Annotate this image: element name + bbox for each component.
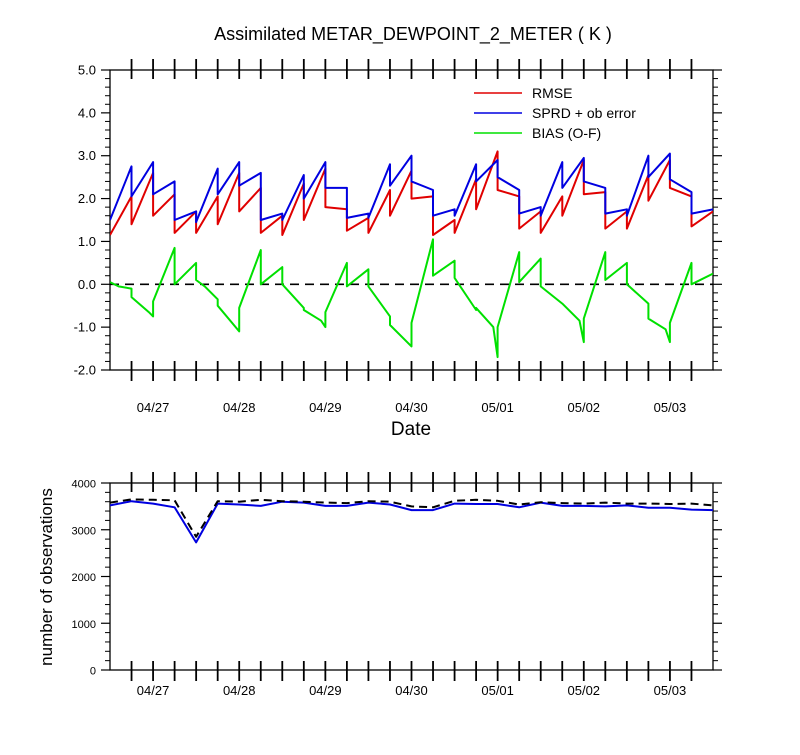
y-tick-label: 0 bbox=[90, 666, 96, 678]
x-axis-label: Date bbox=[391, 419, 431, 440]
x-tick-label: 04/27 bbox=[137, 400, 170, 415]
x-tick-label: 05/03 bbox=[654, 400, 687, 415]
y-tick-label: 0.0 bbox=[78, 277, 96, 292]
x-tick-label: 04/29 bbox=[309, 683, 342, 698]
data-lines bbox=[110, 498, 713, 544]
y-tick-label: 5.0 bbox=[78, 63, 96, 78]
y-axis-label-observations: number of observations bbox=[37, 488, 56, 666]
x-tick-label: 05/01 bbox=[481, 400, 514, 415]
series-line-sprd-ob-error bbox=[110, 152, 713, 224]
x-tick-label: 04/28 bbox=[223, 400, 256, 415]
series-line-rmse bbox=[110, 150, 713, 236]
y-tick-label: -1.0 bbox=[74, 320, 96, 335]
series-line-solid bbox=[110, 500, 713, 544]
x-tick-label: 05/01 bbox=[481, 683, 514, 698]
legend-label: RMSE bbox=[532, 85, 572, 101]
y-tick-label: 3000 bbox=[72, 525, 96, 537]
legend-label: SPRD + ob error bbox=[532, 105, 636, 121]
x-tick-label: 05/03 bbox=[654, 683, 687, 698]
chart-title: Assimilated METAR_DEWPOINT_2_METER ( K ) bbox=[214, 24, 612, 45]
y-tick-label: 3.0 bbox=[78, 148, 96, 163]
y-tick-label: -2.0 bbox=[74, 363, 96, 378]
x-tick-label: 05/02 bbox=[568, 683, 601, 698]
y-tick-label: 1000 bbox=[72, 619, 96, 631]
data-lines bbox=[110, 150, 713, 359]
y-tick-label: 2000 bbox=[72, 572, 96, 584]
x-tick-label: 04/30 bbox=[395, 400, 428, 415]
top-panel: -2.0 -1.0 0.0 1.0 2.0 3.0 4.0 5.0 04/27 04/28 04/2… bbox=[74, 59, 722, 415]
bottom-panel: 0 1000 2000 3000 4000 04/27 04/28 04/29 04/30 05/… bbox=[72, 472, 722, 698]
series-line-bias-o-f bbox=[110, 238, 713, 359]
legend: RMSE SPRD + ob error BIAS (O-F) bbox=[474, 85, 636, 141]
x-tick-label: 05/02 bbox=[568, 400, 601, 415]
x-tick-label: 04/30 bbox=[395, 683, 428, 698]
y-tick-label: 1.0 bbox=[78, 234, 96, 249]
series-line-dashed bbox=[110, 498, 713, 538]
y-tick-label: 2.0 bbox=[78, 191, 96, 206]
y-tick-label: 4.0 bbox=[78, 105, 96, 120]
legend-label: BIAS (O-F) bbox=[532, 125, 601, 141]
x-tick-label: 04/28 bbox=[223, 683, 256, 698]
x-tick-label: 04/27 bbox=[137, 683, 170, 698]
x-tick-label: 04/29 bbox=[309, 400, 342, 415]
y-tick-label: 4000 bbox=[72, 479, 96, 491]
